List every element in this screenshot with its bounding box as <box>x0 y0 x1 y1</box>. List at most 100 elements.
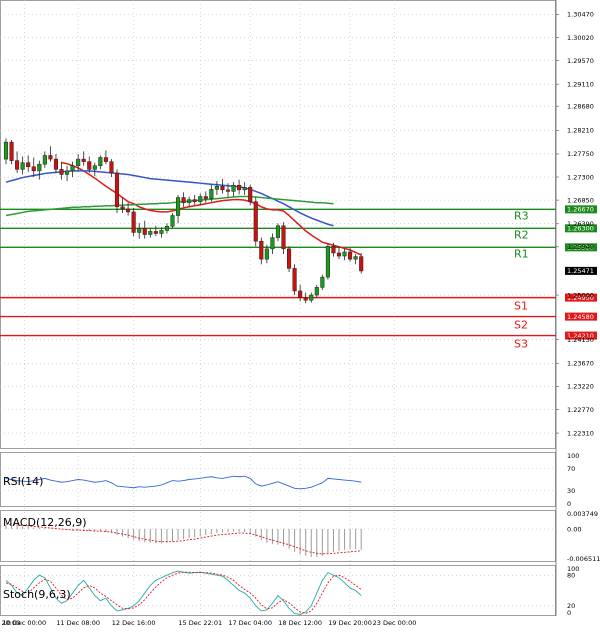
candle-body <box>126 208 131 213</box>
candle-body <box>259 240 264 260</box>
stoch-label: Stoch(9,6,3) <box>3 588 71 601</box>
candle-body <box>359 256 364 272</box>
panel-frame <box>0 452 556 507</box>
level-tag-text-s2: 1.24580 <box>567 313 594 321</box>
price-tick-label: 1.23220 <box>567 383 594 391</box>
candle-body <box>348 251 353 260</box>
candle-body <box>15 160 20 170</box>
level-tag-r2 <box>565 224 597 233</box>
candle-body <box>42 155 47 165</box>
time-label: 23 Dec 00:00 <box>373 619 417 627</box>
stoch-axis-label: 20 <box>567 602 575 610</box>
price-tick-label: 1.26850 <box>567 196 594 204</box>
rsi-axis-label: 70 <box>567 465 575 473</box>
candle-body <box>309 294 314 301</box>
rsi-line <box>5 475 362 490</box>
candle-body <box>59 169 64 175</box>
last-price-label: 1.25471 <box>567 267 594 275</box>
time-label: 11 Dec 08:00 <box>56 619 100 627</box>
candle-body <box>65 170 70 175</box>
candles <box>3 138 364 304</box>
macd-axis-label: 0.003749 <box>567 510 598 518</box>
candle-body <box>253 201 258 242</box>
price-tick-label: 1.27750 <box>567 150 594 158</box>
candle-body <box>231 184 236 192</box>
level-tag-text-r3: 1.26670 <box>567 206 594 214</box>
candle-body <box>209 189 214 199</box>
level-tag-s1 <box>565 293 597 302</box>
price-tick-label: 1.29110 <box>567 80 594 88</box>
macd-signal-line <box>5 523 362 555</box>
candle-body <box>214 186 219 190</box>
time-label: 19 Dec 20:00 <box>328 619 372 627</box>
candle-body <box>225 189 231 192</box>
candle-body <box>53 158 59 170</box>
ma-line-ma-long <box>5 195 334 217</box>
rsi-label: RSI(14) <box>3 475 43 488</box>
price-tick-label: 1.30470 <box>567 11 594 19</box>
candle-body <box>70 165 75 172</box>
time-label: 17 Dec 04:00 <box>228 619 272 627</box>
candle-body <box>198 196 203 202</box>
candle-body <box>120 206 125 210</box>
candle-body <box>298 290 303 298</box>
candle-body <box>92 165 97 170</box>
candle-body <box>26 162 31 168</box>
candle-body <box>353 256 358 260</box>
candle-body <box>176 197 181 216</box>
candle-body <box>203 196 208 199</box>
candle-body <box>148 231 153 235</box>
level-tag-r1 <box>565 243 597 252</box>
candle-body <box>164 226 169 231</box>
level-label-s3: S3 <box>514 338 528 351</box>
macd-axis-label: -0.006511 <box>567 555 600 563</box>
price-tick-label: 1.30020 <box>567 34 594 42</box>
rsi-axis-label: 30 <box>567 487 575 495</box>
price-tick-label: 1.27300 <box>567 173 594 181</box>
candle-body <box>9 141 14 161</box>
candle-body <box>281 225 286 250</box>
price-tick-label: 1.25940 <box>567 243 594 251</box>
price-tick-label: 1.28210 <box>567 127 594 135</box>
candle-body <box>137 228 142 233</box>
candle-body <box>264 248 269 260</box>
price-tick-label: 1.22310 <box>567 429 594 437</box>
stoch-axis-label: 0 <box>567 609 571 617</box>
price-tick-label: 1.25000 <box>567 291 594 299</box>
level-label-r2: R2 <box>514 228 529 241</box>
level-tag-text-s1: 1.24950 <box>567 294 594 302</box>
macd-axis-label: 0.00 <box>567 525 581 533</box>
ma-line-ma-fast <box>61 161 362 256</box>
price-tick-label: 1.29570 <box>567 57 594 65</box>
candle-body <box>31 166 36 172</box>
candle-body <box>237 184 242 191</box>
candle-body <box>153 231 158 234</box>
time-label: 10 Dec 00:00 <box>2 619 46 627</box>
level-label-s2: S2 <box>514 319 528 332</box>
time-label: 15 Dec 22:01 <box>178 619 222 627</box>
price-tick-label: 1.24130 <box>567 336 594 344</box>
candle-body <box>20 162 25 170</box>
candle-body <box>87 161 92 170</box>
candle-body <box>98 157 103 166</box>
level-label-r1: R1 <box>514 247 529 260</box>
level-tag-s3 <box>565 331 597 340</box>
price-tick-label: 1.28680 <box>567 103 594 111</box>
candle-body <box>292 268 297 292</box>
candle-body <box>181 197 186 203</box>
level-tag-text-r2: 1.26300 <box>567 225 594 233</box>
candle-body <box>242 187 247 191</box>
candle-body <box>103 157 108 162</box>
level-label-s1: S1 <box>514 300 528 313</box>
level-tag-text-s3: 1.24210 <box>567 332 594 340</box>
price-tick-label: 1.22770 <box>567 406 594 414</box>
level-tag-text-r1: 1.25930 <box>567 244 594 252</box>
candle-body <box>142 228 147 235</box>
candle-body <box>3 141 9 160</box>
stoch-axis-label: 100 <box>567 565 579 573</box>
candle-body <box>81 158 86 162</box>
rsi-panel: RSI(14) 100 70 30 0 <box>0 452 579 508</box>
candle-body <box>325 246 330 278</box>
